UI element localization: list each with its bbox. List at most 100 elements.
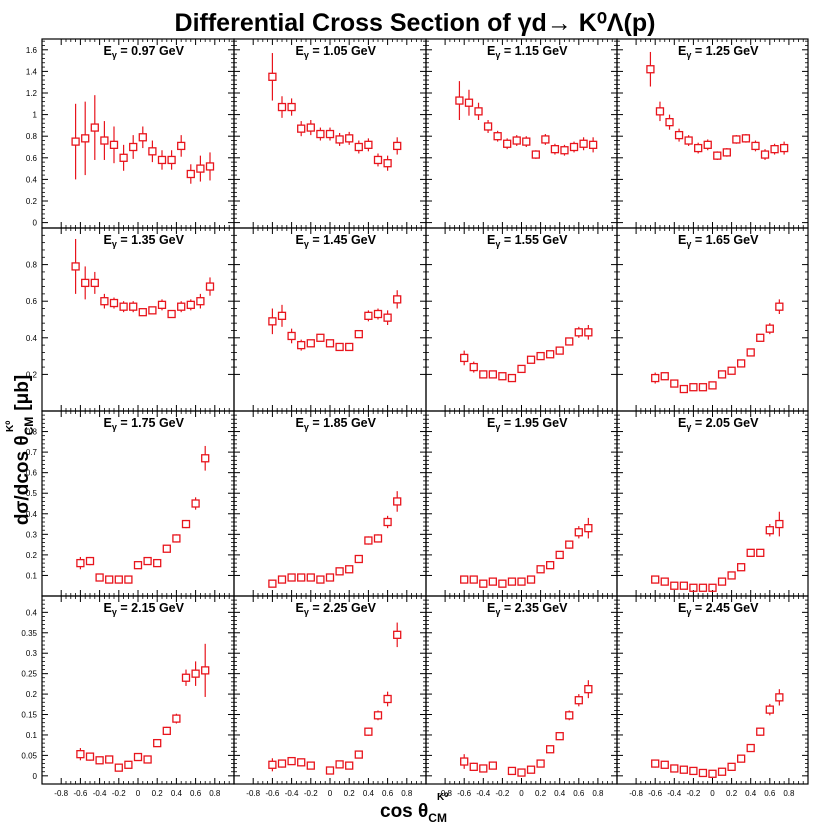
data-marker (277, 575, 287, 584)
data-marker (364, 311, 373, 320)
data-point (526, 765, 536, 774)
data-marker (517, 577, 526, 586)
data-marker (732, 135, 741, 144)
data-marker (546, 561, 555, 570)
data-point (507, 766, 517, 776)
data-point (775, 511, 784, 537)
data-marker (297, 340, 306, 350)
y-tick-label: 0 (33, 219, 38, 228)
x-tick-label: -0.2 (112, 789, 126, 798)
data-marker (81, 134, 90, 143)
data-marker (660, 760, 669, 769)
x-tick-label: 0 (710, 789, 715, 798)
data-marker (354, 142, 363, 152)
data-marker (541, 135, 550, 144)
data-point (316, 333, 325, 342)
panel-energy-label: Eγ = 2.05 GeV (678, 416, 759, 432)
x-tick-label: -0.2 (687, 789, 701, 798)
data-point (679, 384, 688, 394)
data-point (148, 140, 157, 163)
data-marker (268, 760, 277, 769)
data-marker (546, 745, 555, 754)
data-marker (191, 669, 200, 678)
data-marker (550, 145, 560, 154)
data-point (469, 762, 478, 771)
data-marker (85, 556, 95, 566)
data-marker (201, 454, 210, 463)
y-tick-label: 1.6 (26, 46, 38, 55)
data-point (488, 577, 498, 586)
data-point (698, 583, 708, 592)
data-point (569, 141, 579, 153)
data-marker (498, 372, 507, 381)
data-marker (148, 147, 157, 156)
data-marker (698, 583, 708, 592)
data-point (71, 238, 80, 294)
panel-6: Eγ = 1.45 GeV (233, 227, 427, 412)
data-marker (181, 673, 191, 682)
data-marker (287, 331, 296, 341)
data-marker (546, 350, 555, 359)
data-point (177, 135, 186, 157)
data-marker (651, 575, 660, 584)
data-point (364, 310, 373, 322)
data-point (90, 95, 99, 160)
data-marker (167, 155, 176, 165)
data-point (186, 164, 195, 184)
data-marker (674, 130, 684, 140)
x-axis-label-sub: CM (428, 811, 447, 825)
data-point (498, 579, 507, 588)
data-marker (109, 298, 119, 308)
y-tick-label: 0.6 (26, 154, 38, 163)
data-marker (186, 300, 195, 310)
data-marker (196, 297, 205, 306)
data-point (674, 128, 684, 142)
data-marker (689, 583, 698, 592)
data-marker (143, 556, 152, 566)
data-point (373, 710, 383, 721)
data-marker (498, 579, 507, 588)
data-point (297, 121, 306, 137)
data-point (153, 738, 162, 748)
data-point (717, 577, 727, 586)
data-point (373, 534, 383, 543)
data-marker (464, 98, 474, 107)
panel-16: -0.8 -0.6 -0.4 -0.2 0 0.2 0.4 0.6 0.8 Eγ = 2.45 G… (616, 595, 809, 798)
data-marker (689, 766, 698, 776)
panel-frame (425, 410, 618, 597)
data-marker (138, 308, 147, 317)
data-marker (196, 164, 205, 173)
data-point (546, 350, 555, 359)
data-marker (660, 577, 669, 586)
data-marker (345, 134, 354, 143)
panel-energy-label: Eγ = 1.65 GeV (678, 233, 759, 249)
data-marker (393, 141, 402, 151)
data-point (95, 573, 104, 582)
data-point (354, 554, 363, 564)
data-point (114, 575, 123, 584)
data-marker (76, 750, 85, 759)
data-marker (708, 583, 717, 592)
data-marker (507, 577, 517, 586)
data-marker (138, 133, 147, 142)
data-marker (717, 767, 727, 776)
data-point (354, 750, 363, 759)
data-marker (746, 548, 755, 557)
data-point (335, 567, 344, 576)
data-point (191, 497, 200, 510)
data-marker (708, 769, 717, 778)
data-point (507, 577, 517, 586)
data-point (488, 370, 498, 379)
x-tick-label: -0.4 (476, 789, 490, 798)
data-marker (186, 169, 195, 179)
panel-energy-label: Eγ = 2.25 GeV (296, 601, 377, 617)
y-tick-label: 0.2 (26, 197, 38, 206)
data-point (727, 366, 736, 375)
data-point (364, 138, 373, 152)
data-point (479, 579, 488, 588)
data-point (172, 713, 181, 724)
data-point (670, 764, 679, 773)
data-marker (383, 694, 392, 704)
data-marker (507, 766, 517, 776)
